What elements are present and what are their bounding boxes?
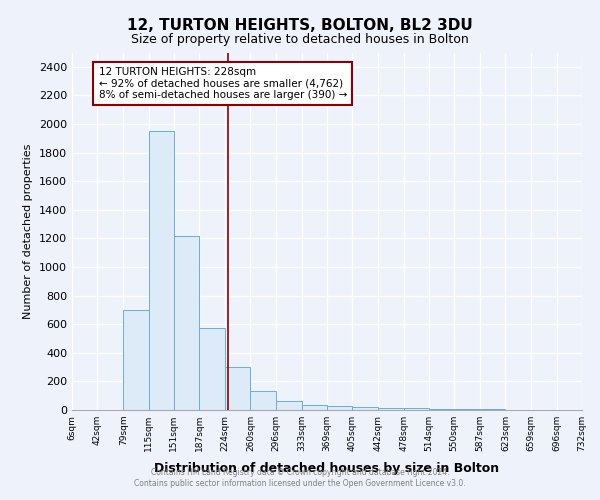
Text: Contains HM Land Registry data © Crown copyright and database right 2024.
Contai: Contains HM Land Registry data © Crown c…	[134, 468, 466, 487]
Bar	[302, 405, 327, 410]
Bar	[454, 409, 480, 410]
Bar	[327, 406, 352, 410]
Bar	[149, 131, 174, 410]
Text: Size of property relative to detached houses in Bolton: Size of property relative to detached ho…	[131, 32, 469, 46]
Bar	[352, 407, 378, 410]
Text: 12, TURTON HEIGHTS, BOLTON, BL2 3DU: 12, TURTON HEIGHTS, BOLTON, BL2 3DU	[127, 18, 473, 32]
Bar	[174, 236, 199, 410]
Bar	[199, 328, 225, 410]
Bar	[123, 310, 149, 410]
Bar	[429, 408, 454, 410]
Bar	[250, 392, 276, 410]
Y-axis label: Number of detached properties: Number of detached properties	[23, 144, 34, 319]
Bar	[225, 367, 250, 410]
Bar	[404, 408, 429, 410]
Bar	[276, 402, 302, 410]
Text: 12 TURTON HEIGHTS: 228sqm
← 92% of detached houses are smaller (4,762)
8% of sem: 12 TURTON HEIGHTS: 228sqm ← 92% of detac…	[98, 67, 347, 100]
Bar	[378, 408, 404, 410]
X-axis label: Distribution of detached houses by size in Bolton: Distribution of detached houses by size …	[154, 462, 500, 475]
